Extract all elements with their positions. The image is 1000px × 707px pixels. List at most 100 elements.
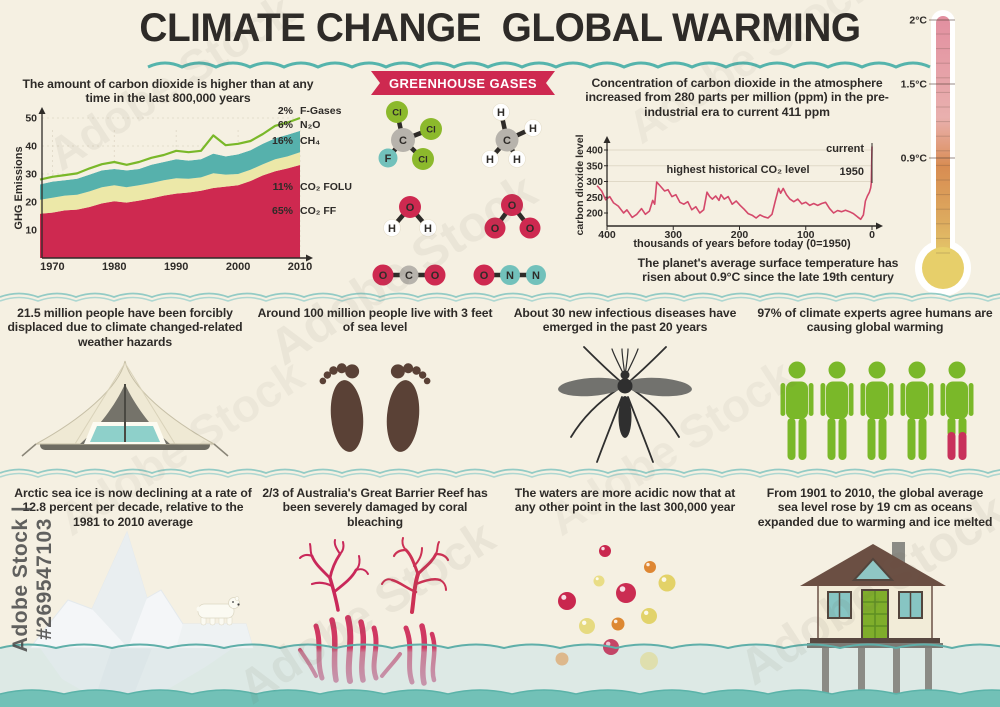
- svg-text:O: O: [491, 223, 500, 235]
- svg-text:Cl: Cl: [426, 125, 436, 136]
- svg-text:400: 400: [598, 229, 616, 241]
- fact-sea-level-people: Around 100 million people live with 3 fe…: [257, 306, 493, 335]
- svg-text:CO₂ FOLU: CO₂ FOLU: [300, 181, 352, 193]
- branch-coral-icon: [299, 539, 369, 612]
- fact-expert-consensus: 97% of climate experts agree humans are …: [757, 306, 993, 335]
- svg-text:O: O: [431, 270, 440, 282]
- svg-text:O: O: [406, 202, 415, 214]
- svg-text:1.5°C: 1.5°C: [901, 79, 928, 91]
- svg-text:100: 100: [797, 229, 815, 241]
- door: [861, 589, 889, 641]
- svg-text:200: 200: [586, 209, 603, 220]
- svg-text:H: H: [529, 123, 537, 135]
- svg-text:F-Gases: F-Gases: [300, 105, 342, 117]
- polar-bear-icon: [196, 596, 240, 626]
- svg-text:Cl: Cl: [418, 155, 428, 166]
- branch-coral-icon: [381, 537, 450, 614]
- svg-text:GHG Emissions: GHG Emissions: [13, 146, 25, 229]
- iceberg-icon: [28, 530, 254, 704]
- people-consensus-icon: [780, 361, 974, 460]
- page-title: CLIMATE CHANGE GLOBAL WARMING: [139, 6, 861, 50]
- footprints-icon: [319, 363, 431, 452]
- svg-text:2%: 2%: [278, 105, 294, 117]
- svg-text:400: 400: [586, 146, 603, 157]
- surface-temperature-note: The planet's average surface temperature…: [637, 256, 899, 285]
- svg-text:O: O: [480, 270, 489, 282]
- svg-text:250: 250: [586, 193, 603, 204]
- svg-text:carbon dioxide level: carbon dioxide level: [574, 134, 586, 235]
- svg-text:thousands of years before toda: thousands of years before today (0=1950): [633, 238, 851, 250]
- svg-text:N: N: [532, 270, 540, 282]
- svg-text:350: 350: [586, 161, 603, 172]
- bubble: [555, 545, 676, 670]
- svg-text:F: F: [385, 153, 392, 165]
- svg-text:O: O: [508, 200, 517, 212]
- svg-text:30: 30: [25, 169, 37, 181]
- svg-text:H: H: [486, 154, 494, 166]
- fact-sea-level-rise: From 1901 to 2010, the global average se…: [757, 486, 993, 529]
- svg-text:H: H: [513, 154, 521, 166]
- title-underline-wave-icon: [147, 61, 931, 69]
- base-beam: [810, 638, 940, 643]
- svg-text:C: C: [405, 270, 413, 282]
- window: [827, 591, 852, 619]
- svg-text:current: current: [826, 143, 864, 155]
- window: [898, 591, 923, 619]
- svg-text:H: H: [424, 223, 432, 235]
- thermometer-icon: 2°C 1.5°C 0.9°C: [901, 10, 971, 296]
- svg-text:H: H: [388, 223, 396, 235]
- svg-text:N: N: [506, 270, 514, 282]
- fact-displaced-people: 21.5 million people have been forcibly d…: [7, 306, 243, 349]
- tent-icon: [21, 360, 229, 457]
- wave-separator-icon: [0, 468, 1000, 478]
- svg-text:20: 20: [25, 197, 37, 209]
- seaweed-coral-icon: [403, 623, 437, 686]
- greenhouse-gases-banner: GREENHOUSE GASES: [371, 71, 555, 95]
- mosquito-icon: [558, 346, 692, 463]
- svg-text:Cl: Cl: [392, 108, 402, 119]
- co2-chart-caption: Concentration of carbon dioxide in the a…: [585, 76, 889, 119]
- base-beam: [807, 643, 943, 648]
- svg-text:1980: 1980: [102, 261, 126, 273]
- fact-ocean-acid: The waters are more acidic now that at a…: [514, 486, 736, 515]
- acid-bubbles-icon: [555, 545, 676, 670]
- wave-separator-icon: [0, 292, 1000, 302]
- co2-concentration-chart: 200 250 300 350 400 400 300 200 100 0 highest hist…: [574, 134, 883, 250]
- stilt-house-icon: [800, 542, 946, 697]
- ghg-chart-caption: The amount of carbon dioxide is higher t…: [22, 77, 314, 106]
- fact-arctic-ice: Arctic sea ice is now declining at a rat…: [14, 486, 252, 529]
- svg-text:11%: 11%: [273, 181, 294, 193]
- svg-text:2000: 2000: [226, 261, 250, 273]
- svg-text:6%: 6%: [278, 119, 294, 131]
- svg-text:1970: 1970: [40, 261, 64, 273]
- svg-text:300: 300: [586, 177, 603, 188]
- svg-text:N₂O: N₂O: [300, 119, 320, 131]
- fact-infectious-diseases: About 30 new infectious diseases have em…: [513, 306, 737, 335]
- svg-text:C: C: [399, 135, 407, 147]
- fact-coral-reef: 2/3 of Australia's Great Barrier Reef ha…: [262, 486, 488, 529]
- seaweed-coral-icon: [298, 615, 402, 684]
- stilts: [822, 648, 932, 697]
- svg-text:2010: 2010: [288, 261, 312, 273]
- svg-text:300: 300: [664, 229, 682, 241]
- svg-text:O: O: [526, 223, 535, 235]
- svg-text:16%: 16%: [272, 135, 294, 147]
- svg-text:H: H: [497, 107, 505, 119]
- svg-text:65%: 65%: [272, 205, 294, 217]
- svg-text:50: 50: [25, 113, 37, 125]
- svg-text:1990: 1990: [164, 261, 188, 273]
- svg-text:10: 10: [25, 225, 37, 237]
- svg-text:1950: 1950: [840, 166, 864, 178]
- svg-text:0: 0: [869, 229, 875, 241]
- svg-text:200: 200: [731, 229, 749, 241]
- svg-text:CH₄: CH₄: [300, 135, 320, 147]
- svg-text:O: O: [379, 270, 388, 282]
- svg-text:highest historical CO₂ level: highest historical CO₂ level: [666, 164, 809, 176]
- svg-text:2°C: 2°C: [909, 15, 927, 27]
- svg-text:0.9°C: 0.9°C: [901, 153, 928, 165]
- svg-text:C: C: [503, 135, 511, 147]
- svg-text:40: 40: [25, 141, 37, 153]
